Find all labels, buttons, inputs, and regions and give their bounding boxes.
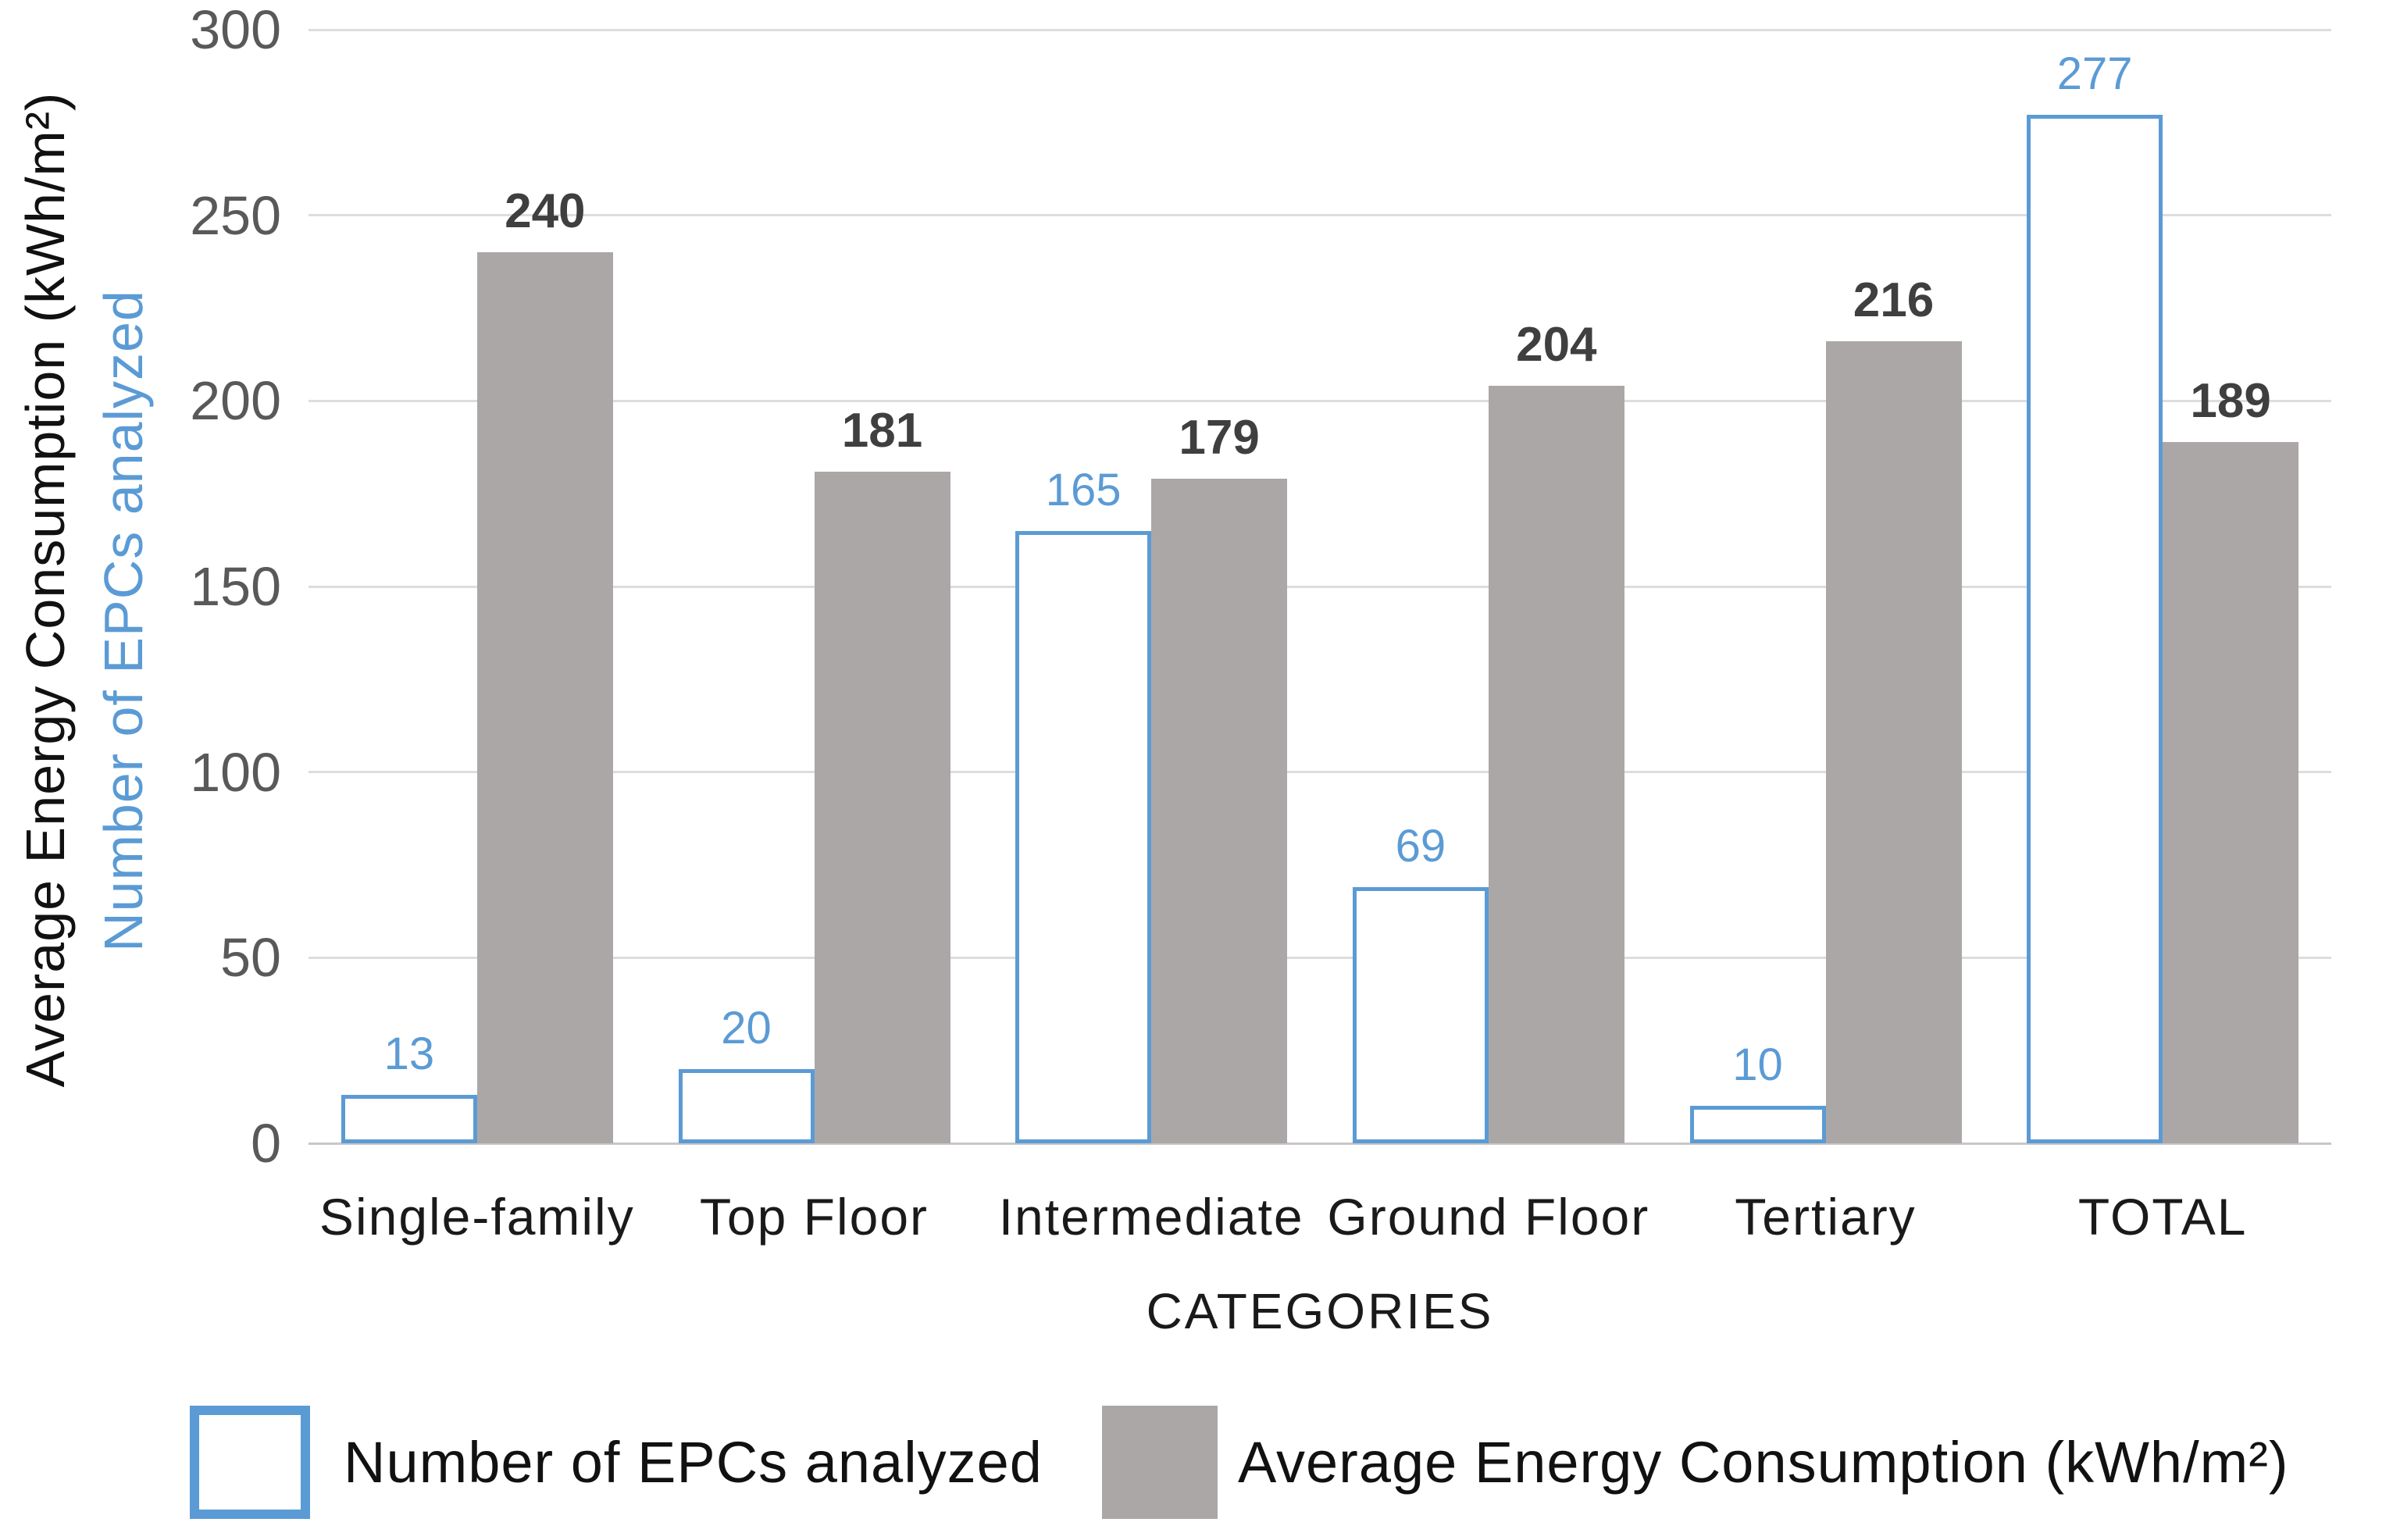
bar-epcs-4 [1689, 1106, 1826, 1143]
legend-label-epcs: Number of EPCs analyzed [344, 1430, 1043, 1495]
gridline [308, 585, 2331, 588]
data-label: 165 [1045, 465, 1122, 515]
bar-epcs-5 [2027, 115, 2163, 1143]
data-label: 181 [841, 404, 923, 458]
category-label-1: Top Floor [699, 1188, 929, 1246]
bar-energy-4 [1825, 341, 1962, 1143]
y-tick-label: 200 [190, 370, 281, 432]
data-label: 13 [383, 1028, 435, 1079]
y-tick-label: 0 [251, 1113, 281, 1174]
x-axis-line [308, 1142, 2331, 1145]
bar-epcs-1 [678, 1069, 815, 1143]
category-label-0: Single-family [319, 1188, 635, 1246]
data-label: 20 [721, 1003, 772, 1053]
bar-energy-3 [1488, 386, 1624, 1143]
bar-energy-5 [2163, 442, 2299, 1143]
gridline [308, 956, 2331, 959]
gridline [308, 399, 2331, 402]
bar-epcs-2 [1015, 531, 1152, 1143]
data-label: 204 [1516, 318, 1597, 372]
y-tick-label: 150 [190, 556, 281, 617]
data-label: 277 [2056, 48, 2133, 99]
data-label: 179 [1179, 411, 1260, 465]
x-axis-title: CATEGORIES [1146, 1283, 1494, 1339]
bar-epcs-3 [1352, 887, 1489, 1143]
y-tick-label: 50 [220, 927, 281, 989]
gridline [308, 214, 2331, 217]
data-label: 10 [1732, 1039, 1783, 1090]
category-label-2: Intermediate [998, 1188, 1304, 1246]
data-label: 189 [2190, 374, 2271, 428]
legend-swatch-energy [1102, 1406, 1218, 1519]
y-tick-label: 300 [190, 0, 281, 60]
y-tick-label: 100 [190, 741, 281, 803]
bar-energy-2 [1151, 479, 1288, 1143]
data-label: 240 [505, 184, 586, 238]
gridline [308, 28, 2331, 31]
data-label: 69 [1395, 821, 1446, 872]
bar-energy-0 [476, 252, 613, 1143]
category-label-4: Tertiary [1735, 1188, 1917, 1246]
gridline [308, 771, 2331, 774]
legend-label-energy: Average Energy Consumption (kWh/m²) [1238, 1430, 2289, 1495]
y-tick-label: 250 [190, 184, 281, 246]
data-label: 216 [1853, 273, 1935, 327]
bar-energy-1 [814, 472, 950, 1143]
legend-swatch-epcs [190, 1406, 310, 1519]
category-label-5: TOTAL [2077, 1188, 2248, 1246]
category-label-3: Ground Floor [1327, 1188, 1650, 1246]
bar-epcs-0 [341, 1095, 477, 1143]
